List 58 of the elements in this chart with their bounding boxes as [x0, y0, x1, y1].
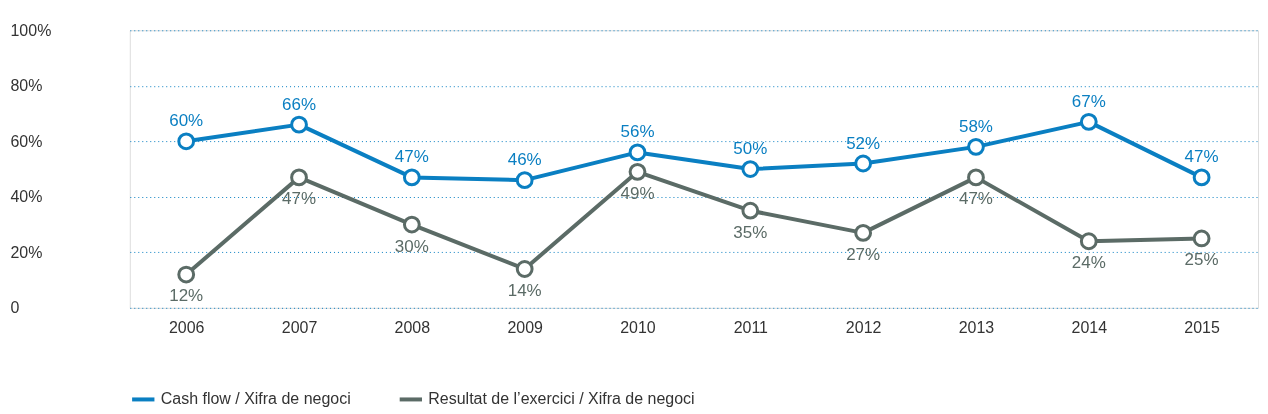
data-label: 60% — [169, 111, 204, 131]
point — [290, 168, 308, 187]
point — [967, 168, 985, 187]
x-tick-label: 2014 — [1071, 319, 1108, 337]
y-tick-label: 40% — [10, 188, 43, 206]
data-label: 47% — [394, 147, 429, 167]
data-label: 52% — [846, 133, 881, 153]
y-tick-label: 20% — [10, 243, 43, 261]
data-label: 66% — [282, 94, 317, 114]
point — [177, 132, 196, 151]
point — [1192, 168, 1211, 187]
point — [177, 265, 196, 284]
data-label: 47% — [1184, 147, 1219, 167]
data-label: 46% — [507, 150, 542, 170]
point — [628, 143, 647, 162]
point — [515, 260, 534, 278]
point — [741, 160, 760, 178]
point — [1192, 229, 1211, 248]
y-tick-label: 80% — [10, 77, 43, 95]
point — [1079, 112, 1098, 131]
x-tick-label: 2009 — [507, 319, 544, 337]
data-label: 27% — [846, 244, 881, 264]
x-tick-label: 2015 — [1184, 319, 1220, 337]
point — [402, 215, 421, 234]
data-label: 30% — [394, 236, 429, 256]
x-tick-label: 2008 — [394, 319, 431, 337]
point — [967, 137, 985, 156]
x-tick-label: 2006 — [168, 319, 205, 337]
point — [515, 171, 534, 190]
data-label: 25% — [1184, 250, 1219, 270]
x-tick-label: 2010 — [620, 319, 656, 337]
x-tick-label: 2013 — [958, 319, 995, 337]
data-label: 14% — [507, 280, 542, 300]
point — [741, 201, 760, 220]
data-label: 67% — [1071, 91, 1106, 111]
y-tick-label: 0 — [10, 299, 20, 317]
data-label: 47% — [958, 189, 993, 209]
data-label: 49% — [620, 183, 655, 203]
point — [402, 168, 421, 187]
point — [854, 154, 873, 173]
data-label: 50% — [733, 139, 768, 159]
data-label: 47% — [282, 189, 317, 209]
point — [290, 115, 308, 134]
legend-label: Cash flow / Xifra de negoci — [160, 390, 351, 408]
y-tick-label: 100% — [10, 21, 52, 39]
data-label: 58% — [958, 116, 993, 136]
data-label: 35% — [733, 222, 768, 242]
x-tick-label: 2007 — [281, 319, 318, 337]
legend-label: Resultat de l’exercici / Xifra de negoci — [428, 390, 695, 408]
y-tick-label: 60% — [10, 132, 43, 150]
point — [628, 162, 647, 181]
x-tick-label: 2011 — [733, 319, 769, 337]
point — [854, 224, 873, 242]
data-label: 56% — [620, 122, 655, 142]
point — [1079, 232, 1098, 251]
data-label: 12% — [169, 286, 204, 306]
x-tick-label: 2012 — [845, 319, 882, 337]
data-label: 24% — [1071, 253, 1106, 273]
